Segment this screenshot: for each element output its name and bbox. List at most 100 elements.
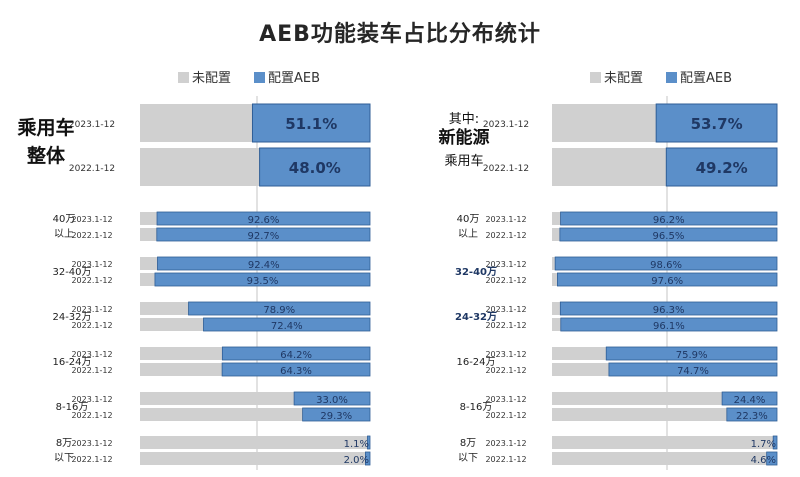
bar-configured [560,317,778,332]
period-label: 2022.1-12 [69,164,115,174]
period-label: 2022.1-12 [71,455,112,464]
period-label: 2022.1-12 [71,366,112,375]
bar-configured [154,272,371,287]
legend: 未配置 配置AEB [178,71,320,86]
bar-configured [259,147,371,187]
period-label: 2023.1-12 [485,305,526,314]
bar-configured [772,435,778,450]
data-label: 64.3% [280,366,312,377]
data-label: 33.0% [316,395,348,406]
data-label: 51.1% [285,115,337,133]
data-label: 29.3% [320,411,352,422]
price-tier-label: 以上 [54,228,74,240]
bar-configured [556,272,778,287]
data-label: 4.6% [751,455,776,466]
bar-configured [221,362,371,377]
period-label: 2023.1-12 [71,395,112,404]
bar-configured [559,227,778,242]
data-label: 92.4% [248,260,280,271]
data-label: 78.9% [263,305,295,316]
price-tier-label: 8万 [460,438,476,449]
data-label: 74.7% [677,366,709,377]
period-label: 2023.1-12 [71,305,112,314]
legend-label-configured: 配置AEB [268,71,320,86]
period-label: 2023.1-12 [485,439,526,448]
period-label: 2023.1-12 [485,395,526,404]
bar-configured [721,391,778,406]
bar-unconfigured [140,436,370,449]
bar-configured [157,256,371,271]
bar-configured [364,451,371,466]
bar-configured [156,211,371,226]
price-tier-group: 2023.1-12 78.9% 2022.1-12 72.4% 24-32万 [52,301,371,332]
bar-configured [203,317,371,332]
bar-configured [221,346,371,361]
price-tier-group: 2023.1-12 24.4% 2022.1-12 22.3% 8-16万 [460,391,778,422]
price-tier-label: 以上 [458,228,478,240]
period-label: 2022.1-12 [71,231,112,240]
period-label: 2022.1-12 [483,164,529,174]
price-tier-label: 16-24万 [456,357,495,368]
price-tier-label: 40万 [53,214,76,225]
chart-panel-overall: 未配置 配置AEB 2023.1-12 51.1% 2022.1-12 48.0% 乘用车整… [16,71,371,470]
data-label: 93.5% [247,276,279,287]
price-tier-label: 32-40万 [52,267,91,278]
data-label: 53.7% [691,115,743,133]
data-label: 64.2% [280,350,312,361]
legend-swatch-configured [666,72,677,83]
price-tier-label: 32-40万 [455,266,497,278]
price-tier-label: 以下 [54,453,74,464]
segment-label-line: 其中: [449,112,479,127]
price-tier-label: 40万 [457,214,480,225]
data-label: 98.6% [650,260,682,271]
period-label: 2022.1-12 [485,366,526,375]
data-label: 96.2% [653,215,685,226]
price-tier-label: 8-16万 [460,402,493,413]
bar-configured [726,407,778,422]
period-label: 2023.1-12 [69,120,115,130]
price-tier-label: 24-32万 [52,312,91,323]
period-label: 2022.1-12 [71,321,112,330]
period-label: 2022.1-12 [485,321,526,330]
data-label: 96.5% [653,231,685,242]
bar-configured [605,346,778,361]
price-tier-label: 8-16万 [56,402,89,413]
price-tier-group: 2023.1-12 33.0% 2022.1-12 29.3% 8-16万 [56,391,371,422]
price-tier-label: 24-32万 [455,311,497,323]
price-tier-group: 2023.1-12 96.3% 2022.1-12 96.1% 24-32万 [455,301,778,332]
period-label: 2023.1-12 [71,439,112,448]
period-label: 2023.1-12 [71,215,112,224]
legend: 未配置 配置AEB [590,71,732,86]
chart-panel-nev: 未配置 配置AEB 2023.1-12 53.7% 2022.1-12 49.2% 其中:新… [439,71,778,470]
segment-label-line: 新能源 [439,127,490,148]
data-label: 49.2% [696,159,748,177]
bar-unconfigured [140,452,370,465]
bar-configured [251,103,371,143]
bar-configured [608,362,778,377]
data-label: 96.3% [653,305,685,316]
data-label: 24.4% [734,395,766,406]
period-label: 2022.1-12 [485,411,526,420]
period-label: 2023.1-12 [485,215,526,224]
bar-configured [554,256,778,271]
period-label: 2022.1-12 [71,411,112,420]
legend-swatch-configured [254,72,265,83]
price-tier-label: 16-24万 [52,357,91,368]
period-label: 2023.1-12 [483,120,529,130]
data-label: 72.4% [271,321,303,332]
data-label: 48.0% [289,159,341,177]
period-label: 2023.1-12 [485,350,526,359]
legend-swatch-unconfigured [590,72,601,83]
period-label: 2022.1-12 [71,276,112,285]
bar-configured [559,301,778,316]
price-tier-label: 以下 [458,453,478,464]
bar-configured [560,211,778,226]
legend-label-unconfigured: 未配置 [192,71,231,86]
period-label: 2022.1-12 [485,455,526,464]
bar-configured [665,147,778,187]
period-label: 2022.1-12 [485,276,526,285]
price-tier-group: 2023.1-12 75.9% 2022.1-12 74.7% 16-24万 [456,346,778,377]
period-label: 2022.1-12 [485,231,526,240]
